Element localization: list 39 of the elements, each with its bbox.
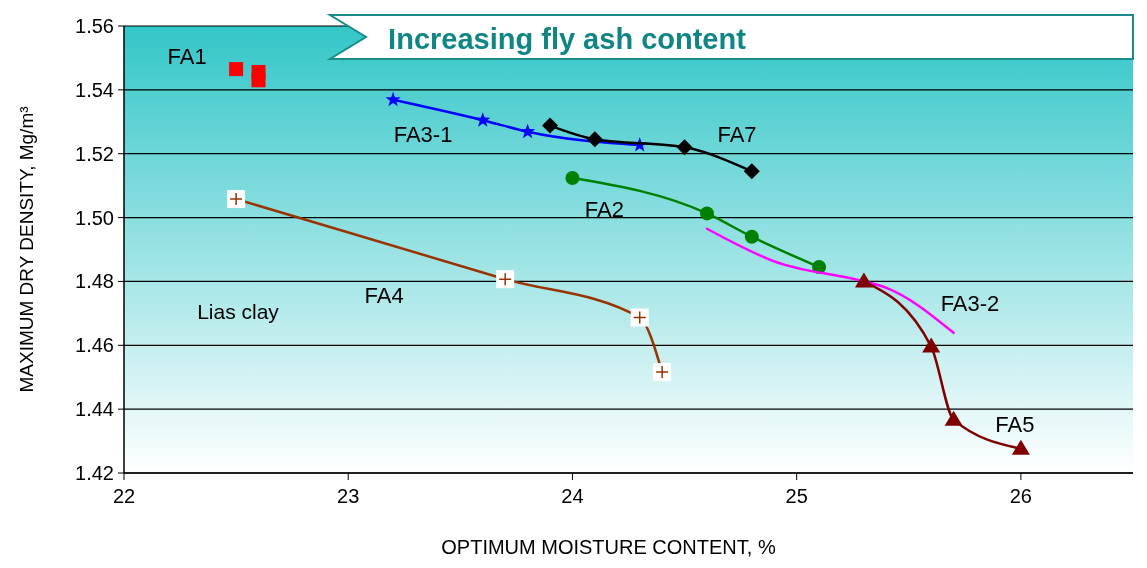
series-label: FA3-1 [393, 122, 453, 148]
x-tick-label: 22 [112, 485, 136, 507]
point [944, 410, 963, 426]
x-tick-label: 25 [785, 485, 808, 507]
x-axis-title: OPTIMUM MOISTURE CONTENT, % [441, 536, 776, 558]
y-tick-label: 1.46 [75, 334, 114, 357]
y-tick-label: 1.52 [75, 142, 114, 165]
annotation: Increasing fly ash content [388, 23, 747, 55]
y-tick-label: 1.56 [75, 15, 114, 37]
series-label: FA5 [995, 411, 1035, 437]
y-tick-label: 1.44 [75, 398, 114, 421]
point [385, 91, 401, 107]
y-tick-label: 1.54 [75, 78, 114, 101]
point [586, 131, 603, 148]
point [565, 170, 580, 185]
y-tick-label: 1.42 [75, 462, 114, 484]
y-axis-title: MAXIMUM DRY DENSITY, Mg/m³ [15, 106, 37, 393]
point [229, 62, 244, 77]
point [676, 139, 693, 156]
point [251, 73, 266, 88]
point [743, 163, 760, 180]
series-label: FA2 [584, 197, 625, 223]
point [744, 229, 759, 244]
series-label: FA1 [167, 43, 207, 69]
point [1011, 439, 1030, 455]
point [542, 117, 559, 134]
series-label: FA7 [717, 122, 757, 148]
y-tick-label: 1.50 [75, 206, 114, 229]
point [922, 337, 941, 353]
y-tick-label: 1.48 [75, 270, 114, 293]
point [475, 112, 491, 127]
point [699, 206, 714, 221]
series-label: FA3-2 [940, 291, 1000, 317]
x-tick-label: 24 [561, 485, 584, 507]
series-label: FA4 [364, 282, 404, 308]
x-tick-label: 23 [337, 485, 360, 507]
annotation: Lias clay [197, 299, 280, 323]
point [854, 272, 873, 288]
x-tick-label: 26 [1009, 485, 1033, 507]
